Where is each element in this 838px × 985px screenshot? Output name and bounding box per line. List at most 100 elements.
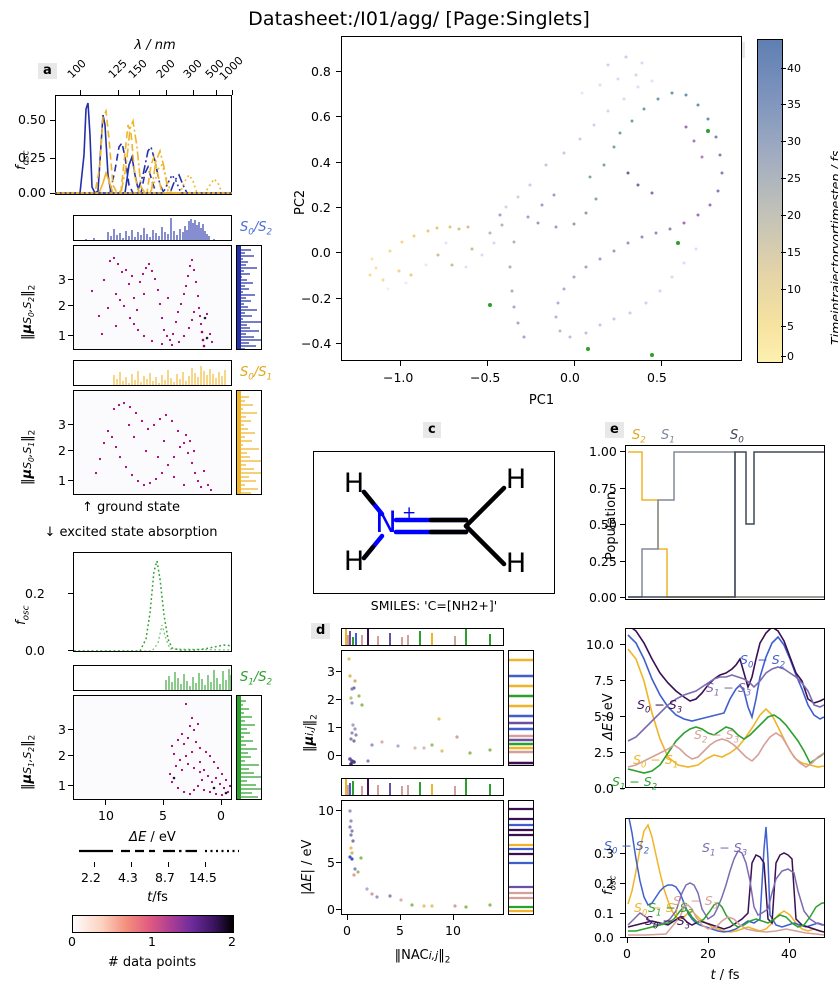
pop-label-s2: S2 [632,428,646,446]
pair-label-s1s2: S1/S2 [240,670,273,688]
panel-d-top-ytick-1: 1 [327,720,335,735]
panel-e-xtick-40: 40 [781,946,797,961]
scatter-d-top [341,650,504,766]
population-axes [625,445,825,600]
panel-tag-d: d [311,623,331,639]
pop-ytick-1.00: 1.00 [589,444,617,459]
panel-s0s1-ytick-2: 2 [58,443,66,458]
panel-s0s2-ytick-3: 3 [58,272,66,287]
smiles-caption: SMILES: 'C=[NH2+]' [370,598,498,613]
fosc-label-s0-s1: S0 − S1 [634,900,680,919]
panel-d-top-ytick-2: 2 [327,692,335,707]
panel-b-ytick-0.4: 0.4 [311,155,331,170]
de-ytick-7.5: 7.5 [594,673,614,688]
cb-tick-30: 30 [787,135,801,148]
panel-b-ytick-0.6: 0.6 [311,109,331,124]
legend-linestyles [75,845,240,859]
panel-a-lambda-axis-label: λ / nm [134,38,176,53]
de-ytick-0.0: 0.0 [594,781,614,796]
panel-b-xtick-0.5: 0.5 [647,370,667,385]
panel-d-xtick-10: 10 [445,923,461,938]
de-label-s0-s1: S0 − S1 [633,752,679,771]
fosc-label-s2-s3: S2 − S3 [673,893,719,912]
density-colorbar-label: # data points [107,955,197,970]
fosc-s1s2-ytick-0.2: 0.2 [25,586,45,601]
cb-tick-20: 20 [787,209,801,222]
de-label-s0-s2: S0 − S2 [740,652,786,671]
panel-s0s1-ytick-3: 3 [58,417,66,432]
panel-e-xtick-20: 20 [700,946,716,961]
de-label-s1-s3: S1 − S3 [706,680,752,699]
page-title: Datasheet:/I01/agg/ [Page:Singlets] [248,8,590,30]
cb-tick-35: 35 [787,98,801,111]
panel-d-xtick-0: 0 [343,923,351,938]
panel-b-ytick-0.8: 0.8 [311,64,331,79]
svg-text:H: H [506,548,526,579]
panel-d-top-ytick-0: 0 [327,748,335,763]
panel-d-bottom-ytick-0: 0 [327,902,335,917]
de-label-s2-s3: S2 − S3 [694,727,740,746]
panel-a-ytick-0.25: 0.25 [18,150,46,165]
fosc-s1s2-ytick-0.0: 0.0 [25,643,45,658]
pop-label-s1: S1 [661,428,675,446]
panel-a-ytick-0.50: 0.50 [18,112,46,127]
de-label-s1-s2: S1 − S2 [612,774,658,793]
panel-s1s2-ytick-2: 2 [58,748,66,763]
panel-left-xlabel: ΔE / eV [129,830,176,845]
panel-s1s2-ytick-3: 3 [58,722,66,737]
cb-tick-0: 0 [787,350,794,363]
panel-d-top-ytick-3: 3 [327,664,335,679]
panel-b-ytick-0.0: 0.0 [311,245,331,260]
panel-a-top-ticklabels: 100 125 150 200 300 500 1000 [64,54,246,83]
panel-b-xtick-n1.0: −1.0 [383,370,414,385]
panel-b-ylabel: PC2 [293,189,308,215]
svg-text:H: H [506,464,526,495]
panel-d-bottom-ytick-5: 5 [327,855,335,870]
panel-b-xtick-0.0: 0.0 [560,370,580,385]
legend-tick-14.5: 14.5 [189,870,217,885]
scatter-s0s1 [73,390,232,495]
density-tick-2: 2 [228,934,236,949]
pair-label-s0s2: S0/S2 [240,220,273,238]
panel-s0s1-ytick-1: 1 [58,473,66,488]
cb-tick-10: 10 [787,283,801,296]
legend-linestyle-label: t/fs [147,890,168,905]
de-ytick-10.0: 10.0 [586,637,614,652]
deltaE-axes [625,628,825,788]
legend-tick-4.3: 4.3 [118,870,138,885]
pop-ytick-0.75: 0.75 [589,481,617,496]
panel-a-ytick-0.00: 0.00 [18,185,46,200]
panel-left-xtick-0: 0 [217,808,225,823]
cb-tick-5: 5 [787,320,794,333]
panel-e-xlabel: t / fs [710,968,740,983]
cb-tick-15: 15 [787,246,801,259]
panel-s0s2-ylabel: ‖μS0,S2‖2 [20,284,38,340]
pair-label-s0s1: S0/S1 [240,365,273,383]
de-ytick-5.0: 5.0 [594,709,614,724]
panel-d-bottom-ylabel: |ΔE| / eV [300,839,315,895]
scatter-s1s2 [73,695,232,800]
panel-d-bottom-ytick-10: 10 [318,803,334,818]
scatter-d-bottom [341,800,504,915]
fosct-ytick-0.2: 0.2 [594,876,614,891]
legend-tick-2.2: 2.2 [81,870,101,885]
fosc-time-axes [625,818,825,938]
panel-d-top-ylabel: ‖μi,j‖2 [302,714,320,752]
fosc-label-s1-s3: S1 − S3 [702,840,748,859]
panel-s0s1-ylabel: ‖μS0,S1‖2 [20,429,38,485]
panel-s1s2-ytick-1: 1 [58,778,66,793]
panel-fosc-s1s2-ylabel: fosc [14,605,32,625]
panel-s0s2-ytick-1: 1 [58,328,66,343]
pop-ytick-0.00: 0.00 [589,590,617,605]
panel-b-xtick-n0.5: −0.5 [470,370,501,385]
panel-tag-e: e [605,422,624,438]
cb-tick-40: 40 [787,62,801,75]
note-excited-state-absorption: ↓ excited state absorption [44,525,218,540]
panel-e-xtick-0: 0 [623,946,631,961]
svg-text:H: H [344,468,364,499]
scatter-s0s2 [73,245,232,350]
panel-s0s2-ytick-2: 2 [58,298,66,313]
fosct-ytick-0.0: 0.0 [594,930,614,945]
cb-tick-25: 25 [787,172,801,185]
panel-tag-c: c [423,422,441,438]
